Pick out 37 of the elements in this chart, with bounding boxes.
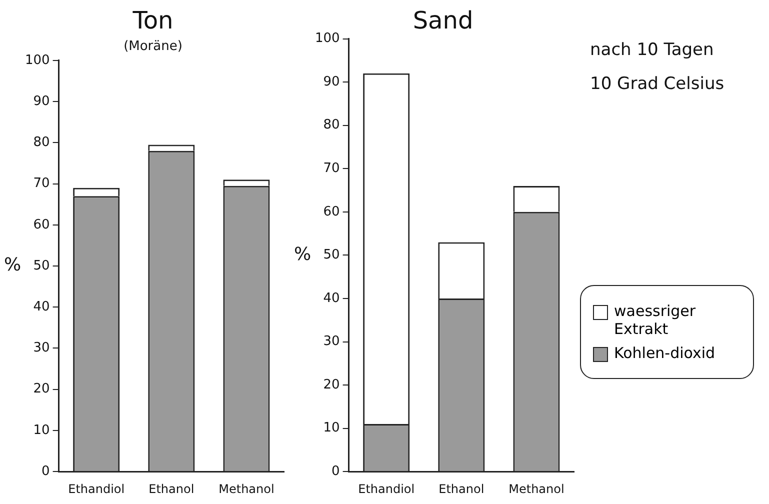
y-tick-label: 20 [323,377,340,392]
y-tick-label: 0 [332,464,340,479]
y-tick-label: 10 [323,420,340,436]
y-tick-label: 100 [314,31,340,46]
y-tick-label: 40 [323,290,340,306]
y-tick-label: 0 [42,464,50,479]
legend-label: Kohlen-dioxid [614,344,716,362]
y-tick-label: 50 [323,248,340,263]
y-tick-label: 90 [323,74,340,90]
y-tick-label: 40 [33,299,50,314]
y-tick-label: 80 [33,135,50,150]
chart-title: Sand [412,6,474,35]
y-axis-title: % [294,244,312,265]
y-axis-title: % [4,254,22,276]
x-tick-label: Methanol [508,482,564,496]
chart-title: Ton [132,6,174,35]
x-tick-label: Ethanol [148,482,194,496]
text: waessriger Extrakt [614,302,697,338]
y-tick-label: 30 [33,340,50,356]
text: 10 Grad Celsius [590,74,726,94]
y-tick-label: 90 [33,94,50,109]
y-tick-label: 80 [323,118,340,133]
x-tick-label: Methanol [218,482,274,496]
y-tick-label: 100 [24,52,50,68]
y-tick-label: 60 [323,204,340,220]
y-tick-label: 60 [33,217,50,232]
y-tick-label: 10 [33,422,50,438]
y-tick-label: 70 [323,161,340,176]
x-tick-label: Ethanol [438,482,484,496]
text: nach 10 Tagen [590,40,715,60]
y-tick-label: 50 [33,258,50,274]
x-tick-label: Ethandiol [68,482,125,496]
x-tick-label: Ethandiol [358,482,415,496]
y-tick-label: 70 [33,176,50,192]
y-tick-label: 20 [33,382,50,397]
chart-subtitle: (Moräne) [124,38,182,54]
y-tick-label: 30 [323,334,340,350]
